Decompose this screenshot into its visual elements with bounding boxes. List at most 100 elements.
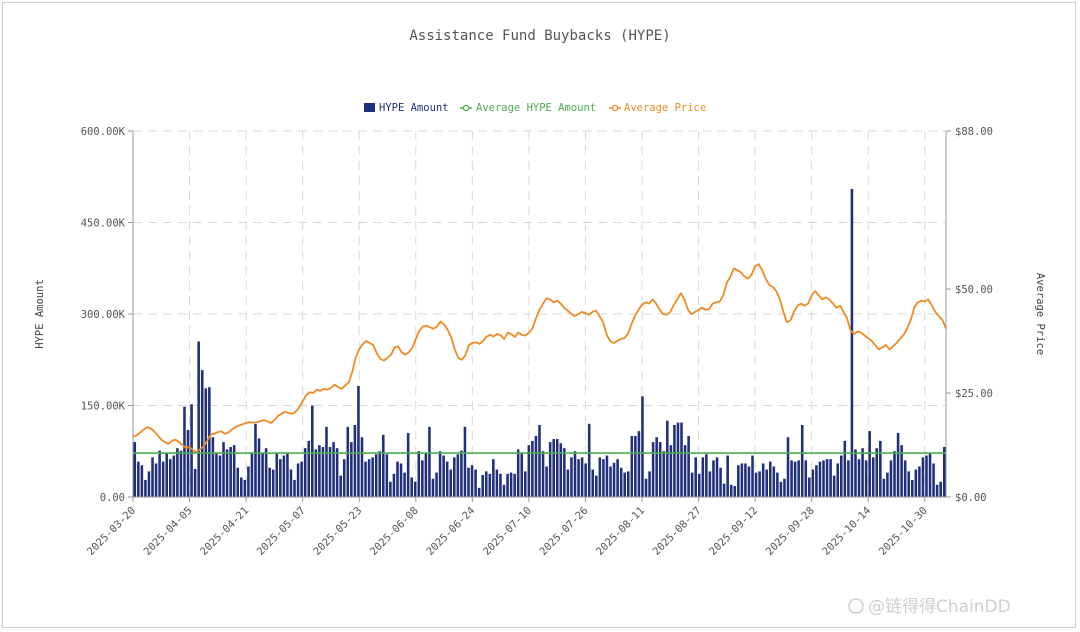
bar-hype-amount — [690, 472, 694, 497]
bar-hype-amount — [161, 461, 165, 497]
bar-hype-amount — [293, 479, 296, 497]
bar-hype-amount — [928, 453, 932, 497]
bar-hype-amount — [275, 453, 279, 497]
x-tick-label: 2025-10-30 — [877, 505, 930, 558]
bar-hype-amount — [176, 448, 179, 497]
bar-hype-amount — [722, 483, 726, 497]
bar-hype-amount — [595, 475, 598, 497]
bar-hype-amount — [513, 473, 516, 497]
bar-hype-amount — [257, 438, 261, 497]
bar-hype-amount — [279, 459, 282, 497]
bar-hype-amount — [506, 473, 509, 497]
x-tick-label: 2025-06-08 — [368, 505, 421, 558]
bar-hype-amount — [289, 469, 293, 497]
bar-hype-amount — [694, 457, 697, 497]
bar-hype-amount — [676, 422, 680, 497]
bar-hype-amount — [545, 466, 548, 497]
legend-item-hype-amount[interactable]: HYPE Amount — [364, 102, 449, 114]
bar-hype-amount — [815, 465, 818, 497]
bar-hype-amount — [144, 479, 147, 497]
bar-hype-amount — [747, 466, 751, 497]
x-tick-label: 2025-03-20 — [85, 505, 138, 558]
bar-hype-amount — [516, 449, 520, 497]
x-tick-label: 2025-07-26 — [537, 505, 590, 558]
bar-hype-amount — [942, 446, 946, 497]
bar-hype-amount — [740, 463, 744, 497]
bar-hype-amount — [453, 457, 456, 497]
bar-hype-amount — [360, 437, 364, 497]
bar-hype-amount — [935, 484, 939, 497]
average-price-line — [132, 263, 947, 454]
bar-hype-amount — [602, 459, 605, 497]
left-tick-label: 300.00K — [81, 309, 126, 321]
bar-hype-amount — [889, 460, 893, 497]
bar-hype-amount — [861, 448, 864, 497]
bar-hype-amount — [282, 455, 286, 497]
bar-hype-amount — [424, 453, 428, 497]
bar-hype-amount — [474, 469, 477, 497]
legend-item-average-hype-amount[interactable]: Average HYPE Amount — [460, 102, 596, 114]
bar-hype-amount — [211, 437, 215, 497]
bar-hype-amount — [484, 471, 488, 497]
bar-hype-amount — [389, 481, 392, 497]
legend-swatch-hype-amount — [364, 103, 375, 112]
bar-hype-amount — [421, 460, 424, 497]
bars-hype-amount — [133, 188, 946, 497]
bar-hype-amount — [463, 426, 467, 497]
bar-hype-amount — [382, 434, 385, 497]
bar-hype-amount — [903, 460, 907, 497]
bar-hype-amount — [552, 439, 555, 497]
legend-item-average-price[interactable]: Average Price — [609, 102, 706, 114]
bar-hype-amount — [808, 477, 811, 497]
bar-hype-amount — [687, 436, 690, 497]
bar-hype-amount — [353, 425, 357, 497]
bar-hype-amount — [165, 453, 169, 497]
bar-hype-amount — [822, 460, 825, 497]
bar-hype-amount — [264, 448, 268, 497]
bar-hype-amount — [445, 461, 449, 497]
bar-hype-amount — [566, 469, 570, 497]
bar-hype-amount — [179, 450, 183, 497]
bar-hype-amount — [776, 472, 779, 497]
bar-hype-amount — [350, 442, 353, 497]
bar-hype-amount — [403, 472, 406, 497]
bar-hype-amount — [374, 454, 378, 497]
bar-hype-amount — [921, 457, 925, 497]
bar-hype-amount — [481, 475, 484, 497]
bar-hype-amount — [399, 463, 403, 497]
bar-hype-amount — [215, 453, 218, 497]
bar-hype-amount — [768, 461, 772, 497]
bar-hype-amount — [541, 451, 545, 497]
bar-hype-amount — [346, 426, 350, 497]
legend[interactable]: HYPE Amount Average HYPE Amount Average … — [364, 102, 706, 114]
bar-hype-amount — [875, 448, 879, 497]
bar-hype-amount — [442, 455, 445, 497]
bar-hype-amount — [871, 457, 875, 497]
bar-hype-amount — [548, 442, 552, 497]
legend-marker-average-hype-amount — [462, 104, 470, 112]
bar-hype-amount — [385, 454, 389, 497]
bar-hype-amount — [417, 451, 421, 497]
bar-hype-amount — [832, 475, 836, 497]
bar-hype-amount — [829, 459, 832, 497]
x-tick-label: 2025-09-28 — [764, 505, 817, 558]
bar-hype-amount — [229, 446, 232, 497]
bar-hype-amount — [254, 423, 257, 497]
bar-hype-amount — [200, 370, 204, 497]
bar-hype-amount — [151, 457, 154, 497]
bar-hype-amount — [683, 445, 687, 497]
bar-hype-amount — [222, 442, 225, 497]
bar-hype-amount — [811, 469, 815, 497]
bar-hype-amount — [839, 455, 843, 497]
bar-hype-amount — [133, 442, 137, 497]
bar-hype-amount — [641, 396, 644, 497]
bar-hype-amount — [939, 481, 942, 497]
x-tick-label: 2025-06-24 — [424, 505, 477, 558]
bar-hype-amount — [342, 459, 346, 497]
x-tick-label: 2025-09-12 — [707, 505, 760, 558]
bar-hype-amount — [577, 459, 580, 497]
x-tick-label: 2025-04-05 — [141, 505, 194, 558]
bar-hype-amount — [449, 469, 453, 497]
bar-hype-amount — [726, 455, 729, 497]
bar-hype-amount — [154, 463, 158, 497]
